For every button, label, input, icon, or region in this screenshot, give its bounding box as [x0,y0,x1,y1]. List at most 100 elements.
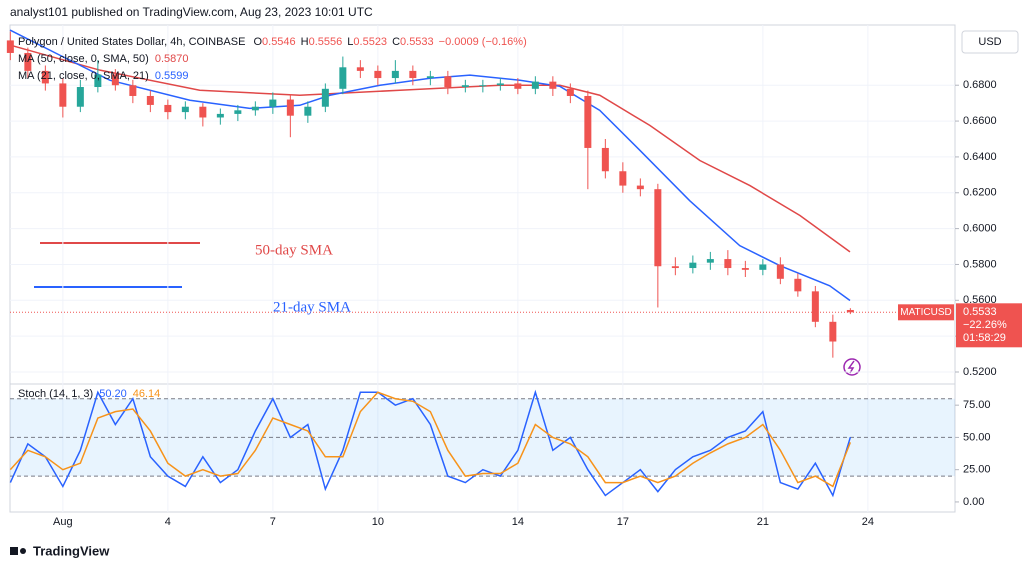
annotation: 50-day SMA [255,242,333,258]
candle-body [76,87,84,107]
annotation: 21-day SMA [273,299,351,315]
y-tick-label: 25.00 [963,464,991,476]
candle-body [41,70,49,84]
ma-name: MA (21, close, 0, SMA, 21) [18,70,149,82]
candle-body [549,81,557,89]
candle-body [759,264,767,270]
candle-body [129,85,137,96]
y-tick-label: 0.5800 [963,258,997,270]
price-tag [956,303,1022,348]
candle-body [321,88,329,107]
change: −0.0009 (−0.16%) [439,36,527,48]
x-tick-label: Aug [53,516,73,528]
candle-body [846,309,854,313]
y-tick-label: 0.00 [963,496,984,508]
symbol-name: MATICUSD [900,307,951,318]
candle-body [251,106,259,111]
event-icon[interactable] [843,358,861,376]
candle-body [776,264,784,279]
candle-body [391,70,399,79]
symbol: Polygon / United States Dollar, 4h, COIN… [18,36,245,48]
candle-body [181,106,189,113]
candle-body [706,259,714,263]
ohlc-value: 0.5546 [262,36,296,48]
candle-body [24,52,32,71]
ohlc-label: C [392,36,400,48]
candle-body [444,76,452,88]
candle-body [234,110,242,114]
currency-button[interactable] [961,30,1019,54]
ma-name: MA (50, close, 0, SMA, 50) [18,53,149,65]
candle-body [111,74,119,86]
x-tick-label: 21 [757,516,769,528]
candle-body [531,81,539,89]
stoch-d-value: 46.14 [133,388,161,400]
ma-value: 0.5870 [155,53,189,65]
symbol-tag [898,304,954,321]
ohlc-value: 0.5523 [353,36,387,48]
candle-body [356,67,364,71]
y-tick-label: 0.5600 [963,294,997,306]
candle-body [6,40,14,53]
ohlc-value: 0.5533 [400,36,434,48]
candle-body [811,291,819,322]
y-tick-label: 0.5200 [963,366,997,378]
brand: TradingView [33,543,110,558]
candle-body [794,278,802,292]
y-tick-label: 0.6000 [963,223,997,235]
legend: Polygon / United States Dollar, 4h, COIN… [18,36,527,48]
x-tick-label: 24 [862,516,874,528]
candle-body [286,99,294,116]
stoch-k [9,389,852,498]
candle-body [584,95,592,148]
y-tick-label: 0.6200 [963,187,997,199]
event-icon-bolt [847,360,855,374]
candle-body [496,83,504,86]
candle-body [59,83,67,107]
ohlc-label: O [253,36,262,48]
stoch-k-value: 50.20 [99,388,127,400]
candle-body [216,113,224,118]
legend: MA (21, close, 0, SMA, 21) 0.5599 [18,70,189,82]
x-tick-label: 17 [617,516,629,528]
ma-value: 0.5599 [155,70,189,82]
candle-body [601,147,609,172]
x-tick-label: 10 [372,516,384,528]
byline: analyst101 published on TradingView.com,… [10,5,373,19]
candle-body [339,67,347,89]
x-tick-label: 14 [512,516,524,528]
candle-body [619,171,627,186]
candle-body [671,266,679,269]
currency[interactable]: USD [978,36,1001,48]
ohlc-label: H [301,36,309,48]
candle-body [269,99,277,107]
candle-body [829,321,837,342]
y-tick-label: 75.00 [963,399,991,411]
y-tick-label: 0.6600 [963,115,997,127]
candle-body [636,185,644,190]
candle-body [304,106,312,116]
logo [10,547,26,555]
candle-body [479,85,487,87]
moving-average [9,44,851,253]
candle-body [689,262,697,269]
legend: Stoch (14, 1, 3) 50.20 46.14 [18,388,160,400]
candle-body [164,104,172,113]
y-tick-label: 50.00 [963,431,991,443]
moving-average [9,29,851,302]
ohlc-label: L [347,36,353,48]
candle-body [461,85,469,88]
stoch-title: Stoch (14, 1, 3) [18,388,93,400]
candle-body [199,106,207,118]
candle-body [566,88,574,96]
candle-body [94,74,102,88]
candle-body [724,259,732,269]
candle-body [374,70,382,79]
countdown: 01:58:29 [963,332,1006,344]
candle-body [654,189,662,267]
pane-frame [9,24,956,513]
legend: MA (50, close, 0, SMA, 50) 0.5870 [18,53,189,65]
y-tick-label: 0.6400 [963,151,997,163]
last-price: 0.5533 [963,306,997,318]
